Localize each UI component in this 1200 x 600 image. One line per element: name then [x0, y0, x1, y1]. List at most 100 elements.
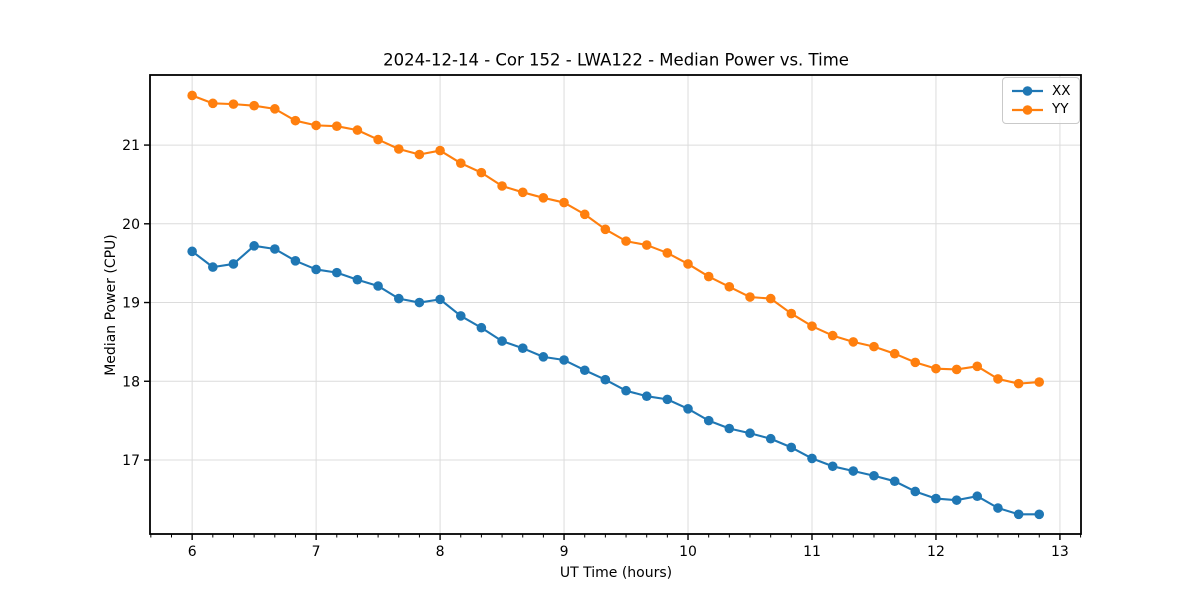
data-point-yy: [497, 181, 507, 191]
data-point-xx: [455, 311, 466, 321]
data-point-yy: [848, 337, 859, 347]
legend-item-xx: XX: [1011, 84, 1071, 99]
chart-title: 2024-12-14 - Cor 152 - LWA122 - Median P…: [383, 50, 849, 70]
data-point-xx: [745, 428, 755, 439]
x-tick-label: 10: [679, 544, 697, 560]
legend-label-yy: YY: [1052, 101, 1069, 117]
x-tick-label: 13: [1051, 544, 1069, 560]
y-tick-label: 18: [122, 374, 140, 390]
data-point-yy: [600, 224, 611, 235]
data-point-xx: [394, 293, 404, 304]
data-point-yy: [765, 293, 776, 304]
data-point-xx: [910, 486, 921, 497]
data-point-xx: [559, 355, 569, 365]
x-tick-label: 7: [312, 544, 321, 560]
y-tick-label: 21: [122, 138, 140, 154]
data-point-xx: [869, 470, 879, 481]
data-point-yy: [476, 167, 487, 178]
data-point-yy: [579, 209, 590, 220]
legend: XX YY: [1002, 77, 1080, 124]
data-point-xx: [889, 476, 900, 487]
data-point-yy: [827, 330, 838, 341]
data-point-yy: [208, 98, 218, 109]
data-point-yy: [270, 104, 280, 114]
data-point-yy: [290, 115, 301, 126]
data-point-yy: [414, 149, 425, 160]
data-point-yy: [187, 90, 197, 101]
data-point-xx: [270, 244, 280, 254]
y-axis-label: Median Power (CPU): [103, 234, 119, 376]
data-point-xx: [1034, 509, 1045, 520]
data-point-yy: [559, 197, 569, 208]
data-point-xx: [993, 503, 1003, 513]
x-tick-label: 6: [188, 544, 197, 560]
y-tick-label: 17: [122, 453, 140, 469]
data-point-yy: [1034, 377, 1045, 387]
x-tick-label: 8: [436, 544, 445, 560]
data-point-xx: [476, 322, 487, 333]
data-point-xx: [228, 259, 239, 269]
data-point-xx: [807, 453, 817, 464]
data-point-yy: [745, 292, 755, 302]
data-point-yy: [352, 125, 363, 135]
y-tick-label: 19: [122, 296, 140, 312]
data-point-xx: [786, 442, 797, 453]
data-point-xx: [249, 241, 259, 251]
data-point-yy: [910, 357, 921, 368]
series-yy-markers: [187, 90, 1045, 389]
data-point-xx: [311, 264, 321, 275]
data-point-yy: [538, 193, 549, 203]
data-point-yy: [951, 364, 962, 375]
data-point-yy: [373, 134, 383, 145]
legend-marker-yy-icon: [1012, 104, 1043, 115]
data-point-yy: [931, 363, 941, 374]
data-point-xx: [662, 394, 673, 405]
data-point-xx: [1013, 509, 1024, 520]
data-point-yy: [311, 120, 321, 131]
data-point-xx: [972, 491, 983, 502]
data-point-xx: [724, 423, 735, 434]
data-point-xx: [435, 294, 445, 305]
data-point-yy: [228, 99, 239, 109]
data-point-xx: [579, 365, 590, 376]
data-point-xx: [538, 352, 549, 362]
data-point-xx: [848, 466, 859, 476]
series-yy-line: [191, 94, 1041, 385]
data-point-yy: [889, 348, 900, 359]
data-point-yy: [807, 321, 817, 331]
data-point-xx: [951, 495, 962, 505]
data-point-yy: [786, 308, 797, 319]
data-point-xx: [352, 274, 363, 285]
data-point-xx: [827, 461, 838, 472]
data-point-xx: [373, 281, 383, 291]
data-point-yy: [972, 361, 983, 372]
x-tick-label: 11: [803, 544, 821, 560]
data-point-xx: [600, 374, 611, 385]
data-point-xx: [621, 385, 631, 396]
data-point-yy: [724, 281, 735, 292]
x-tick-label: 9: [560, 544, 569, 560]
data-point-yy: [435, 145, 445, 156]
data-point-xx: [414, 297, 425, 308]
data-point-xx: [931, 493, 941, 504]
data-point-xx: [187, 246, 197, 257]
series-xx-markers: [187, 241, 1045, 520]
grid: [150, 75, 1081, 534]
data-point-xx: [765, 433, 776, 444]
data-point-yy: [1013, 378, 1024, 389]
plot-border: [149, 74, 1082, 535]
x-tick-label: 12: [927, 544, 945, 560]
x-axis-label: UT Time (hours): [559, 565, 673, 581]
series-xx-line: [191, 244, 1041, 516]
data-point-yy: [662, 248, 673, 258]
data-point-yy: [394, 144, 404, 154]
data-point-xx: [332, 267, 342, 278]
data-point-yy: [869, 341, 879, 352]
data-point-yy: [703, 271, 714, 282]
data-point-xx: [497, 336, 507, 346]
legend-item-yy: YY: [1011, 101, 1071, 117]
data-point-xx: [703, 415, 714, 426]
data-point-yy: [683, 259, 693, 269]
